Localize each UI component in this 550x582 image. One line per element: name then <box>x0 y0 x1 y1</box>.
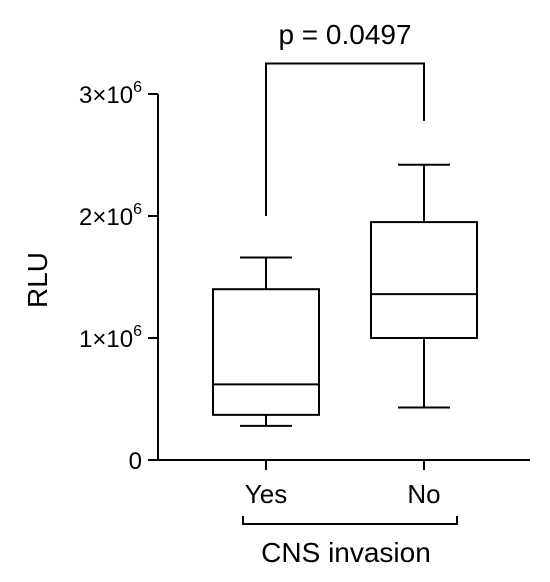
p-value-label: p = 0.0497 <box>278 19 411 50</box>
y-tick-label-2: 2×106 <box>79 201 142 231</box>
boxes <box>212 163 478 427</box>
significance-bracket <box>265 62 425 216</box>
y-axis: 0 1×106 2×106 3×106 <box>79 79 159 475</box>
iqr-box <box>212 288 320 416</box>
significance-annotation: p = 0.0497 <box>265 19 425 216</box>
y-tick-label-0: 0 <box>129 448 142 475</box>
x-axis: Yes No <box>158 459 530 525</box>
box-no <box>370 163 478 409</box>
x-axis-label: CNS invasion <box>261 537 431 568</box>
iqr-box <box>370 221 478 340</box>
x-tick-label-1: No <box>407 479 440 509</box>
y-axis-label: RLU <box>22 252 53 308</box>
group-bracket <box>242 516 458 525</box>
y-tick-label-1: 1×106 <box>79 323 142 353</box>
y-tick-label-3: 3×106 <box>79 79 142 109</box>
box-yes <box>212 256 320 427</box>
x-tick-label-0: Yes <box>245 479 287 509</box>
